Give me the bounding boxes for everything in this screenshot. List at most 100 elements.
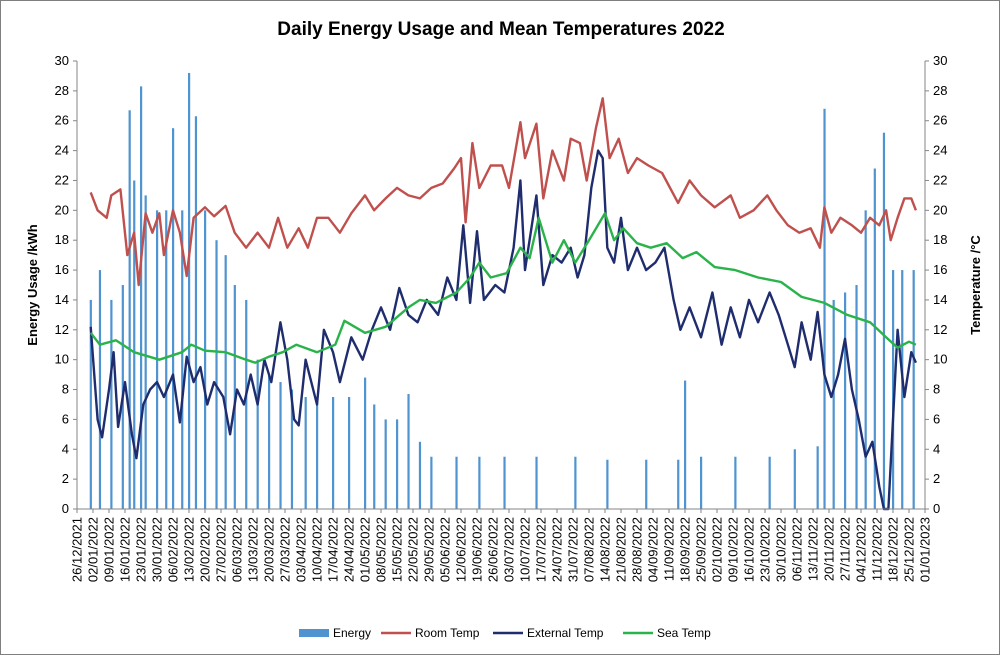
energy-bar	[140, 86, 143, 510]
y-left-tick-label: 26	[55, 113, 69, 128]
energy-bar	[855, 285, 858, 509]
y-right-tick-label: 10	[933, 352, 947, 367]
x-tick-label: 01/05/2022	[358, 517, 373, 582]
x-tick-label: 03/04/2022	[294, 517, 309, 582]
temperature-lines	[89, 97, 918, 511]
y-left-tick-label: 20	[55, 202, 69, 217]
energy-bar	[882, 132, 886, 509]
energy-bar	[844, 292, 847, 509]
x-tick-label: 13/11/2022	[806, 517, 821, 581]
x-tick-label: 28/08/2022	[630, 517, 645, 582]
energy-bar	[304, 397, 307, 509]
x-tick-label: 30/01/2022	[150, 517, 165, 582]
legend-swatch-bar	[299, 629, 329, 637]
energy-bar	[700, 456, 703, 509]
y-right-tick-label: 30	[933, 53, 947, 68]
x-tick-label: 26/12/2021	[70, 517, 85, 582]
chart-title: Daily Energy Usage and Mean Temperatures…	[277, 19, 724, 40]
y-right-tick-label: 2	[933, 471, 940, 486]
energy-bar	[901, 270, 904, 509]
energy-bar	[144, 195, 147, 509]
energy-bar	[535, 456, 538, 509]
y-left-tick-label: 6	[62, 411, 69, 426]
x-tick-label: 11/12/2022	[870, 517, 885, 581]
y-left-tick-label: 16	[55, 262, 69, 277]
energy-bar	[256, 359, 259, 509]
x-tick-label: 02/10/2022	[710, 517, 725, 582]
energy-bar	[912, 270, 915, 509]
y-left-tick-label: 24	[55, 143, 69, 158]
x-tick-label: 04/12/2022	[854, 517, 869, 582]
y-right-tick-label: 28	[933, 83, 947, 98]
energy-bar	[892, 270, 895, 509]
energy-bars	[89, 72, 915, 510]
x-tick-label: 10/04/2022	[310, 517, 325, 582]
x-tick-label: 24/07/2022	[550, 517, 565, 582]
x-tick-label: 03/07/2022	[502, 517, 517, 582]
energy-bar	[455, 456, 458, 509]
y-right-tick-label: 16	[933, 262, 947, 277]
y-left-tick-label: 22	[55, 172, 69, 187]
y-right-tick-label: 12	[933, 322, 947, 337]
x-axis-ticks: 26/12/2021 02/01/2022 09/01/2022 16/01/2022…	[70, 509, 933, 582]
x-tick-label: 14/08/2022	[598, 517, 613, 582]
x-tick-label: 06/03/2022	[230, 517, 245, 582]
energy-bar	[606, 459, 609, 509]
legend-label: External Temp	[527, 626, 604, 640]
x-tick-label: 20/02/2022	[198, 517, 213, 582]
x-tick-label: 27/03/2022	[278, 517, 293, 582]
energy-bar	[407, 394, 410, 509]
energy-bar	[574, 456, 577, 509]
x-tick-label: 23/01/2022	[134, 517, 149, 582]
energy-bar	[793, 449, 796, 509]
x-tick-label: 27/02/2022	[214, 517, 229, 582]
x-tick-label: 23/10/2022	[758, 517, 773, 582]
energy-bar	[181, 210, 184, 510]
energy-bar	[268, 374, 271, 509]
energy-bar	[110, 299, 113, 509]
x-tick-label: 06/11/2022	[790, 517, 805, 581]
axes	[76, 61, 926, 510]
y-left-tick-label: 30	[55, 53, 69, 68]
external-temp-line	[89, 149, 917, 511]
energy-bar	[133, 180, 136, 509]
energy-bar	[89, 299, 92, 509]
y-left-tick-label: 18	[55, 232, 69, 247]
x-tick-label: 31/07/2022	[566, 517, 581, 582]
x-tick-label: 13/03/2022	[246, 517, 261, 582]
y-right-tick-label: 4	[933, 441, 940, 456]
y-right-tick-label: 24	[933, 143, 947, 158]
x-tick-label: 08/05/2022	[374, 517, 389, 582]
x-tick-label: 22/05/2022	[406, 517, 421, 582]
legend: Energy Room Temp External Temp Sea Temp	[299, 626, 711, 640]
energy-bar	[279, 382, 282, 509]
energy-bar	[684, 380, 687, 509]
x-tick-label: 20/03/2022	[262, 517, 277, 582]
y-left-tick-label: 12	[55, 322, 69, 337]
x-tick-label: 16/10/2022	[742, 517, 757, 582]
energy-bar	[224, 255, 227, 509]
y-left-tick-label: 0	[62, 501, 69, 516]
y-left-tick-label: 8	[62, 382, 69, 397]
x-tick-label: 16/01/2022	[118, 517, 133, 582]
energy-bar	[332, 397, 335, 509]
sea-temp-line	[89, 212, 917, 364]
x-tick-label: 21/08/2022	[614, 517, 629, 582]
y-right-tick-label: 14	[933, 292, 947, 307]
energy-bar	[873, 168, 876, 509]
y-right-tick-label: 0	[933, 501, 940, 516]
energy-bar	[348, 397, 351, 509]
energy-bar	[734, 456, 737, 509]
energy-bar	[396, 419, 399, 509]
y-left-tick-label: 2	[62, 471, 69, 486]
energy-bar	[245, 299, 248, 509]
y-left-tick-label: 4	[62, 441, 69, 456]
energy-bar	[645, 459, 648, 509]
energy-bar	[373, 404, 376, 509]
y-left-tick-label: 28	[55, 83, 69, 98]
room-temp-line	[89, 97, 918, 287]
energy-bar	[430, 456, 433, 509]
x-tick-label: 06/02/2022	[166, 517, 181, 582]
